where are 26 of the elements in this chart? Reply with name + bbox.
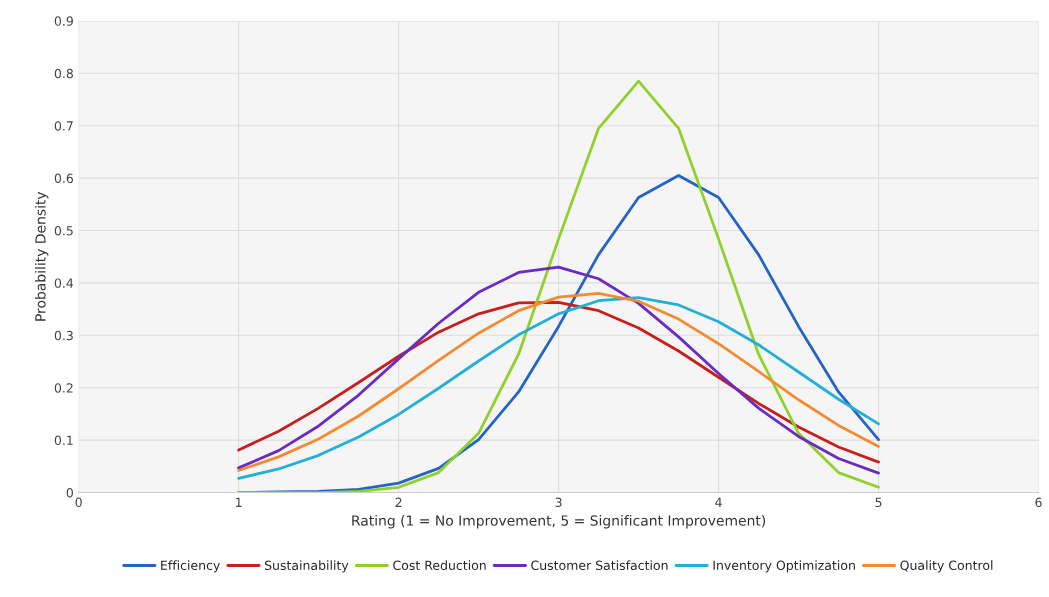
legend-label: Customer Satisfaction <box>531 560 668 571</box>
x-tick-label: 6 <box>1035 497 1042 508</box>
y-tick-label: 0.6 <box>54 173 74 184</box>
y-tick-label: 0.7 <box>54 121 73 131</box>
legend-label: Sustainability <box>264 560 349 573</box>
y-tick-label: 0.8 <box>54 68 73 79</box>
legend-label: Efficiency <box>161 560 220 573</box>
x-axis-title: Rating (1 = No Improvement, 5 = Significant Improvement) <box>352 515 766 529</box>
line-series <box>237 79 880 493</box>
x-tick-label: 4 <box>715 497 722 507</box>
y-tick-label: 0.3 <box>54 330 73 341</box>
y-tick-label: 0.2 <box>54 383 73 393</box>
x-tick-label: 5 <box>875 497 882 508</box>
x-tick-label: 3 <box>555 497 562 508</box>
legend-label: Cost Reduction <box>393 560 486 571</box>
y-tick-label: 0.4 <box>54 278 74 288</box>
y-tick-label: 0.1 <box>54 435 73 446</box>
x-tick-label: 1 <box>236 497 242 507</box>
y-tick-label: 0.5 <box>54 225 73 236</box>
y-axis-title: Probability Density <box>34 191 49 321</box>
y-tick-label: 0 <box>66 488 73 498</box>
y-tick-label: 0.9 <box>54 16 73 26</box>
legend-label: Quality Control <box>900 560 993 573</box>
x-tick-label: 2 <box>395 497 402 507</box>
legend-label: Inventory Optimization <box>713 560 855 573</box>
x-tick-label: 0 <box>75 497 82 508</box>
